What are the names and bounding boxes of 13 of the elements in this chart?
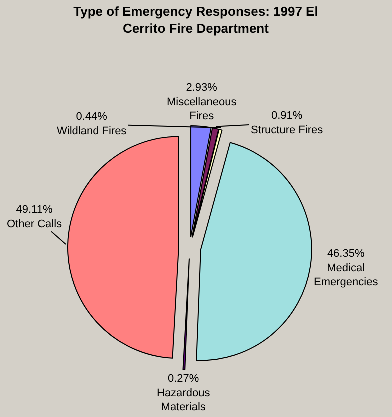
slice-label: Hazardous Materials	[157, 387, 211, 414]
slice-label: Miscellaneous Fires	[167, 96, 238, 123]
data-label: 49.11%	[16, 204, 53, 216]
slice-label: Other Calls	[7, 218, 63, 230]
chart-title: Type of Emergency Responses: 1997 El Cerrito Fire Department	[74, 4, 318, 36]
slice-label: Structure Fires	[251, 124, 324, 136]
data-label: 0.27%	[168, 373, 200, 385]
data-label: 0.44%	[76, 111, 108, 123]
data-label: 46.35%	[327, 248, 365, 260]
data-label: 0.91%	[271, 110, 303, 122]
slice-label: Medical Emergencies	[314, 262, 379, 289]
data-label: 2.93%	[186, 82, 218, 94]
slice-label: Wildland Fires	[57, 125, 128, 138]
